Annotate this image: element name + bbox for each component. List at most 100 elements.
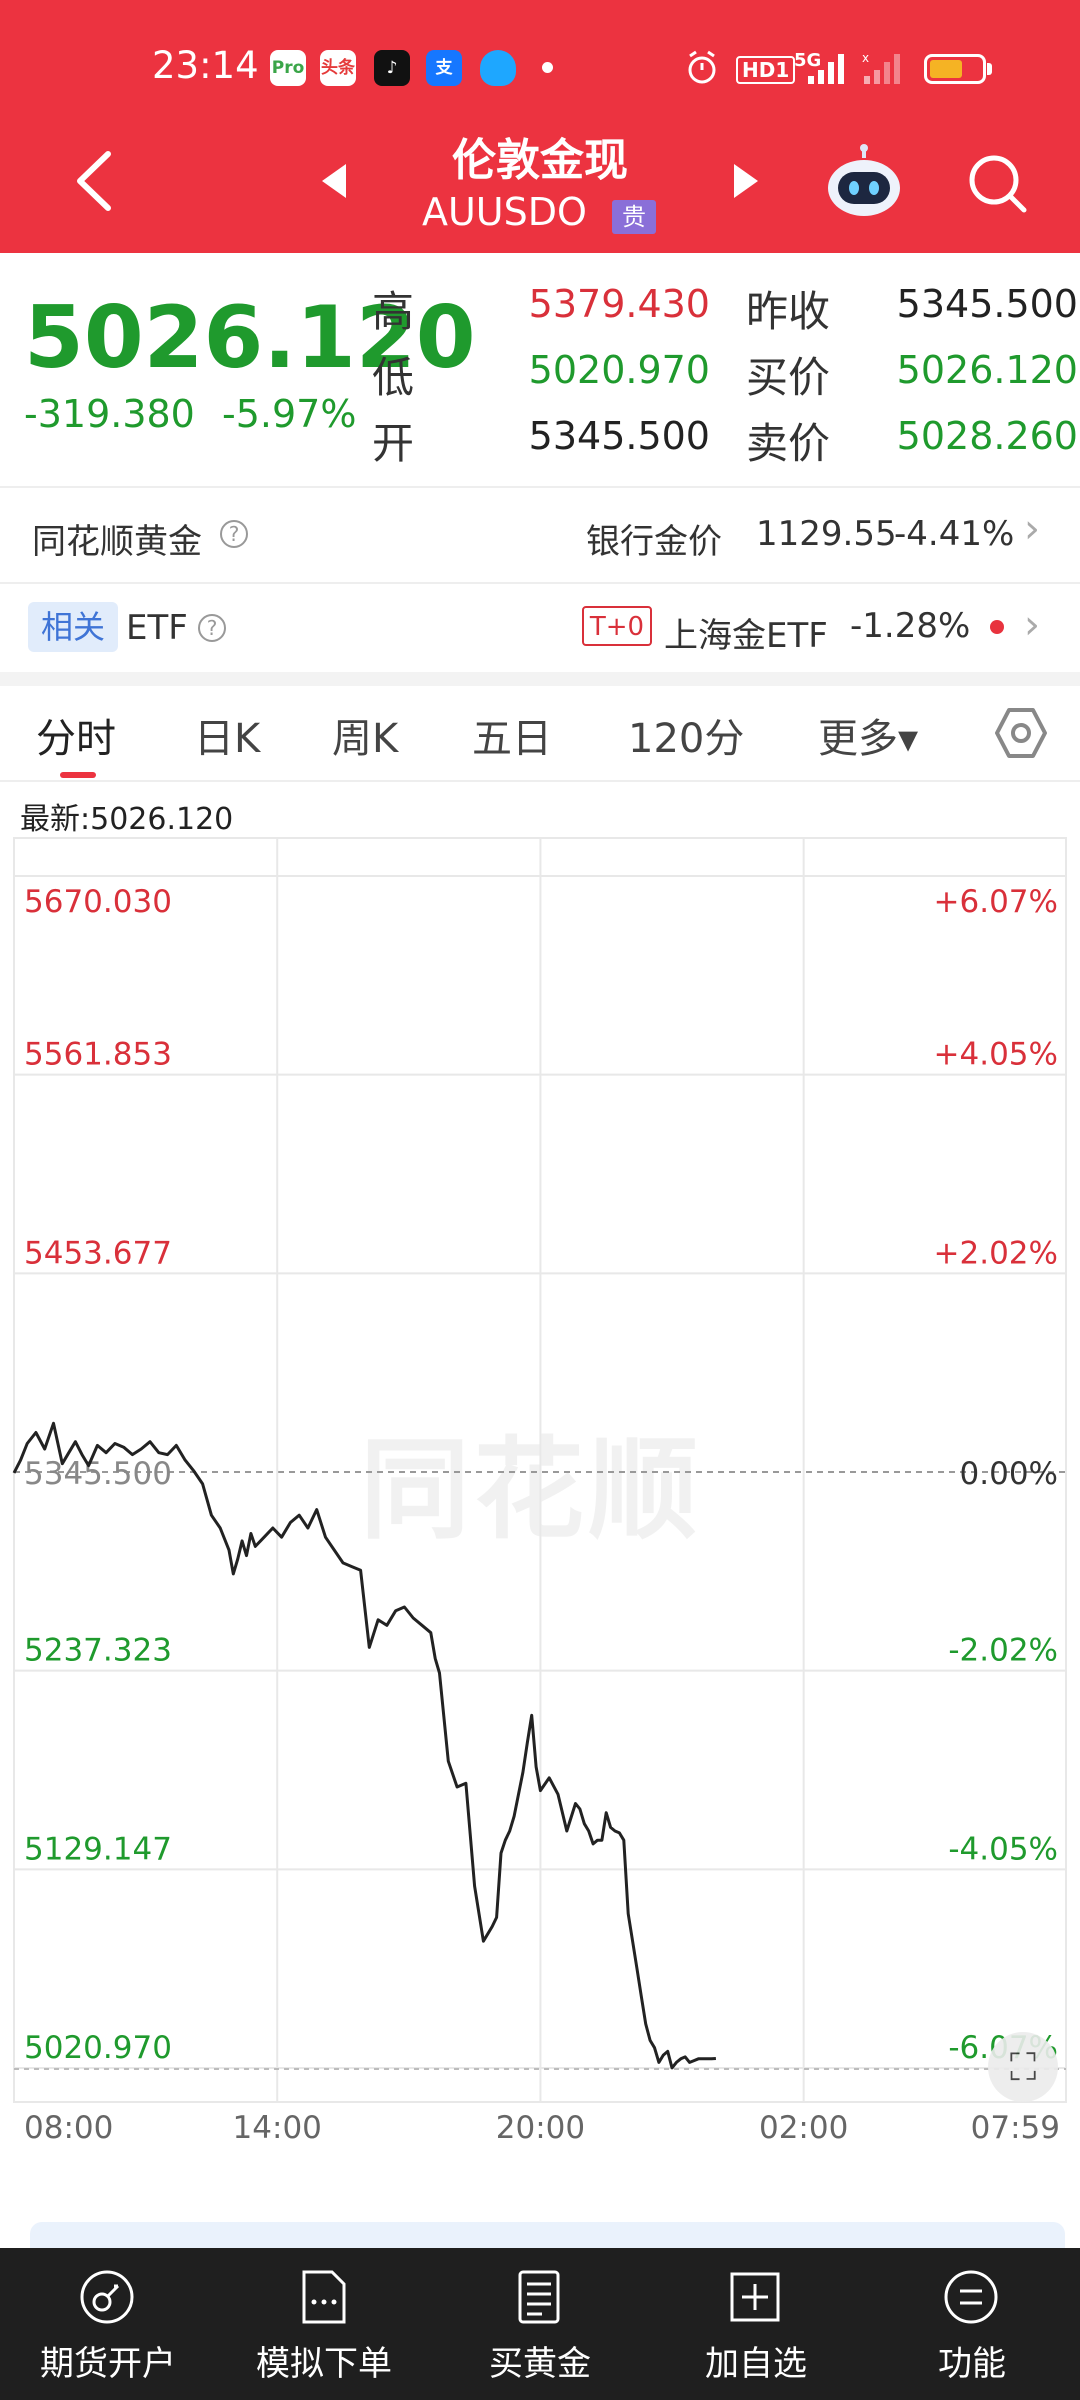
section-divider xyxy=(0,672,1080,686)
expand-chart-icon[interactable]: ⛶ xyxy=(988,2032,1058,2102)
x-tick-label: 02:00 xyxy=(759,2110,848,2146)
tab-more[interactable]: 更多▾ xyxy=(818,716,919,762)
network-type: 5G xyxy=(794,50,822,71)
low-value: 5020.970 xyxy=(528,348,710,392)
tab-intraday[interactable]: 分时 xyxy=(36,716,116,762)
y-tick-right: -4.05% xyxy=(948,1831,1058,1867)
divider xyxy=(0,582,1080,584)
bid-label: 买价 xyxy=(746,353,831,402)
y-tick-right: +6.07% xyxy=(934,884,1058,920)
watermark: 同花顺 xyxy=(360,1426,702,1554)
etf-label: ETF xyxy=(126,608,188,648)
red-dot-indicator xyxy=(990,620,1004,634)
prev-close-label: 昨收 xyxy=(746,287,831,336)
ask-value: 5028.260 xyxy=(896,414,1078,458)
battery-icon xyxy=(924,54,986,84)
sh-gold-etf-change: -1.28% xyxy=(850,606,971,646)
price-change-pct: -5.97% xyxy=(222,392,357,436)
x-tick-label: 20:00 xyxy=(496,2110,585,2146)
intraday-chart[interactable]: 5670.030 +6.07% 5561.853 +4.05% 5453.677 +2.0… xyxy=(0,830,1080,2150)
signal-1-icon xyxy=(808,54,844,84)
functions-icon xyxy=(944,2270,998,2324)
x-tick-label: 08:00 xyxy=(24,2110,113,2146)
tab-120min[interactable]: 120分 xyxy=(628,716,745,762)
futures-account-label: 期货开户 xyxy=(40,2344,176,2384)
divider xyxy=(0,780,1080,782)
robot-assistant-icon[interactable] xyxy=(824,144,904,220)
prev-close-value: 5345.500 xyxy=(896,282,1078,326)
settings-icon[interactable] xyxy=(994,706,1048,760)
alarm-icon xyxy=(688,50,716,84)
search-icon[interactable] xyxy=(966,152,1030,216)
home-app-icon: Pro xyxy=(270,50,306,86)
instrument-title: 伦敦金现 xyxy=(452,135,628,186)
precious-metal-badge: 贵 xyxy=(612,200,656,234)
chevron-right-icon: › xyxy=(1024,602,1040,648)
price-line xyxy=(12,1421,717,2070)
promo-strip xyxy=(30,2222,1065,2252)
next-instrument-icon[interactable] xyxy=(730,162,762,200)
divider xyxy=(0,486,1080,488)
notification-dot xyxy=(542,62,553,73)
ths-gold-label: 同花顺黄金 xyxy=(32,522,202,562)
sh-gold-etf-label[interactable]: 上海金ETF xyxy=(664,616,828,656)
t0-tag: T+0 xyxy=(582,606,652,646)
simulated-order-button[interactable]: 模拟下单 xyxy=(216,2248,432,2400)
add-watchlist-button[interactable]: 加自选 xyxy=(648,2248,864,2400)
high-label: 高 xyxy=(372,287,415,336)
alipay-app-icon: 支 xyxy=(426,50,462,86)
tab-daily-k[interactable]: 日K xyxy=(194,716,261,762)
prev-instrument-icon[interactable] xyxy=(318,162,350,200)
qq-app-icon xyxy=(480,50,516,86)
bank-gold-value: 1129.55 xyxy=(756,514,897,554)
battery-tip xyxy=(987,63,992,75)
price-change: -319.380 xyxy=(24,392,195,436)
bank-gold-label: 银行金价 xyxy=(586,522,722,562)
header: 23:14 Pro 头条 ♪ 支 HD1 5G x 伦敦金现 AU xyxy=(0,0,1080,253)
bid-value: 5026.120 xyxy=(896,348,1078,392)
tab-five-day[interactable]: 五日 xyxy=(472,716,552,762)
y-tick-left: 5670.030 xyxy=(24,884,172,920)
simulated-order-label: 模拟下单 xyxy=(256,2344,392,2384)
open-value: 5345.500 xyxy=(528,414,710,458)
open-label: 开 xyxy=(372,419,415,468)
latest-price-label: 最新:5026.120 xyxy=(20,802,234,837)
help-icon[interactable]: ? xyxy=(198,614,226,642)
low-label: 低 xyxy=(372,353,415,402)
y-tick-right: +2.02% xyxy=(934,1235,1058,1271)
toutiao-app-icon: 头条 xyxy=(320,50,356,86)
tiktok-app-icon: ♪ xyxy=(374,50,410,86)
futures-account-button[interactable]: 期货开户 xyxy=(0,2248,216,2400)
chevron-right-icon: › xyxy=(1024,506,1040,552)
back-icon[interactable] xyxy=(70,148,120,214)
active-tab-indicator xyxy=(60,772,96,778)
status-bar: 23:14 Pro 头条 ♪ 支 HD1 5G x xyxy=(0,0,1080,140)
x-tick-label: 14:00 xyxy=(233,2110,322,2146)
ths-gold-row[interactable]: 同花顺黄金 ? 银行金价 1129.55 -4.41% › xyxy=(0,488,1080,582)
y-tick-left: 5020.970 xyxy=(24,2030,172,2066)
high-value: 5379.430 xyxy=(528,282,710,326)
futures-account-icon xyxy=(80,2270,134,2324)
add-watchlist-icon xyxy=(730,2272,780,2322)
y-tick-left: 5237.323 xyxy=(24,1633,172,1669)
functions-label: 功能 xyxy=(938,2344,1006,2384)
buy-gold-label: 买黄金 xyxy=(489,2344,591,2384)
y-tick-left: 5129.147 xyxy=(24,1831,172,1867)
x-tick-label: 07:59 xyxy=(971,2110,1060,2146)
svg-text:x: x xyxy=(862,52,869,65)
simulated-order-icon xyxy=(302,2270,346,2324)
y-tick-right: +4.05% xyxy=(934,1037,1058,1073)
add-watchlist-label: 加自选 xyxy=(705,2344,807,2384)
bottom-toolbar: 期货开户 模拟下单 买黄金 加自选 功能 xyxy=(0,2248,1080,2400)
help-icon[interactable]: ? xyxy=(220,520,248,548)
bank-gold-change: -4.41% xyxy=(894,514,1015,554)
ask-label: 卖价 xyxy=(746,419,831,468)
related-tag: 相关 xyxy=(28,602,118,652)
buy-gold-icon xyxy=(518,2270,560,2324)
tab-weekly-k[interactable]: 周K xyxy=(332,716,399,762)
y-tick-left: 5345.500 xyxy=(24,1456,172,1492)
functions-button[interactable]: 功能 xyxy=(864,2248,1080,2400)
status-time: 23:14 xyxy=(152,44,259,87)
buy-gold-button[interactable]: 买黄金 xyxy=(432,2248,648,2400)
y-tick-right: -2.02% xyxy=(948,1633,1058,1669)
